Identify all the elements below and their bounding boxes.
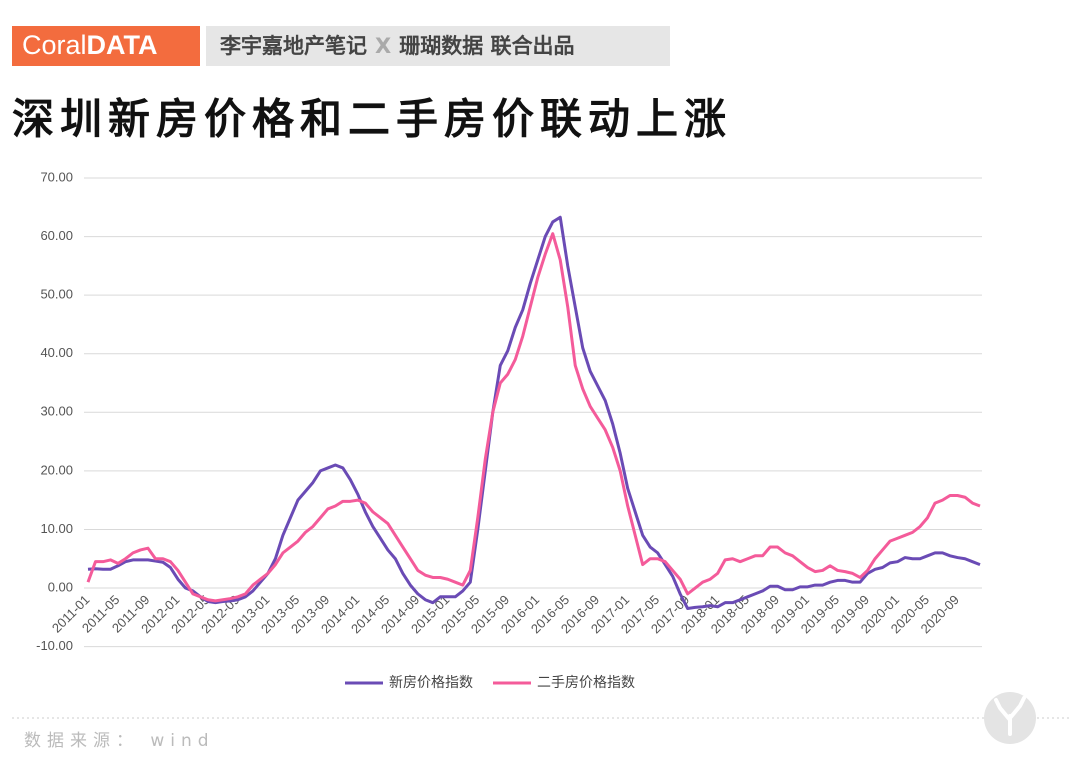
brand-light: Coral — [22, 30, 87, 60]
partner: 李宇嘉地产笔记 — [219, 34, 367, 58]
cross: X — [375, 34, 391, 58]
plot: -10.00 0.00 10.00 20.00 30.00 40.00 50.00 60.00… — [36, 169, 982, 691]
series-line — [86, 232, 981, 603]
partner-line: 李宇嘉地产笔记 X 珊瑚数据 联合出品 — [219, 34, 575, 58]
series-line — [87, 215, 981, 611]
legend-label: 二手房价格指数 — [537, 675, 635, 691]
brand-box — [12, 26, 200, 66]
brand-logo: CoralDATA — [22, 30, 158, 60]
y-tick-label: 70.00 — [40, 169, 73, 184]
y-tick-label: 30.00 — [40, 404, 73, 419]
coral: 珊瑚数据 联合出品 — [399, 34, 574, 58]
watermark-icon — [994, 696, 1026, 736]
y-tick-label: 60.00 — [40, 228, 73, 243]
source: 数据来源： wind — [24, 731, 215, 751]
y-tick-label: 0.00 — [48, 579, 73, 594]
y-tick-label: 50.00 — [40, 287, 73, 302]
y-tick-label: 40.00 — [40, 345, 73, 360]
brand-bold: DATA — [87, 30, 158, 60]
legend-label: 新房价格指数 — [389, 675, 473, 691]
partner-box — [206, 26, 670, 66]
y-tick-label: -10.00 — [36, 638, 73, 653]
y-tick-label: 10.00 — [40, 521, 73, 536]
chart-title: 深圳新房价格和二手房价联动上涨 — [12, 95, 732, 144]
y-tick-label: 20.00 — [40, 462, 73, 477]
